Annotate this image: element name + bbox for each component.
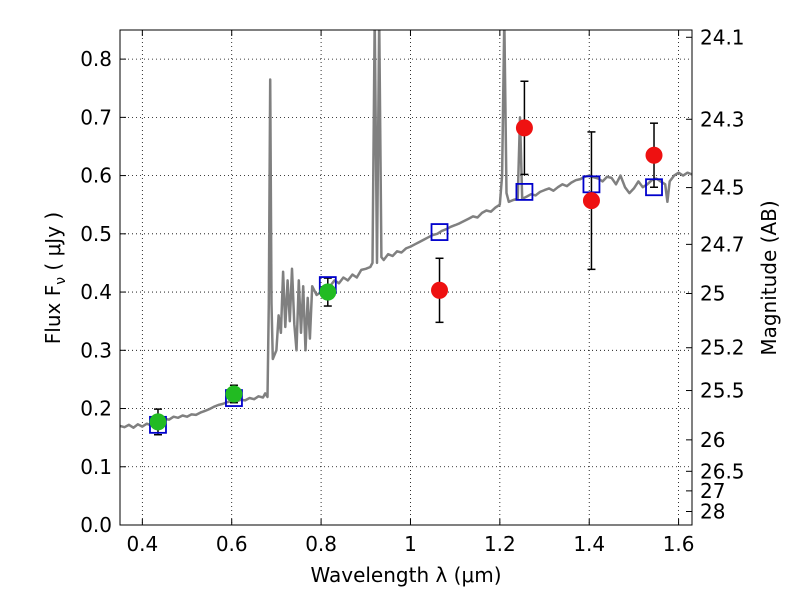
y-axis-label: Flux Fν ( μJy )	[41, 212, 69, 344]
plot-area	[120, 30, 692, 436]
right-tick-label: 24.7	[700, 232, 745, 256]
observed-optical-point	[149, 413, 167, 431]
x-tick-label: 1	[404, 532, 417, 556]
observed-nir-point	[431, 281, 449, 299]
right-tick-label: 26.5	[700, 459, 745, 483]
right-tick-label: 28	[700, 499, 725, 523]
right-axis-label: Magnitude (AB)	[757, 200, 781, 355]
right-tick-label: 24.5	[700, 176, 745, 200]
y-tick-label: 0.8	[80, 47, 112, 71]
y-tick-label: 0.2	[80, 397, 112, 421]
right-tick-label: 25.2	[700, 336, 745, 360]
y-tick-label: 0.3	[80, 338, 112, 362]
y-axis-label-unit: ( μJy )	[41, 212, 65, 277]
y-tick-label: 0.0	[80, 513, 112, 537]
right-tick-label: 25	[700, 282, 725, 306]
model-photometry-box	[430, 223, 449, 241]
model-photometry-box	[645, 178, 663, 197]
x-tick-label: 0.6	[216, 532, 248, 556]
ticks: 0.4 0.6 0.8 1 1.2 1.4 1.6 0.0 0.1 0.2 0.3 0.4 0.5 0.6…	[80, 25, 744, 556]
y-axis-label-main: Flux F	[41, 285, 65, 344]
right-tick-label: 25.5	[700, 379, 745, 403]
y-axis-label-subscript: ν	[53, 277, 69, 285]
y-tick-label: 0.6	[80, 164, 112, 188]
right-tick-label: 24.1	[700, 25, 745, 49]
x-tick-label: 1.6	[663, 532, 695, 556]
x-axis-label: Wavelength λ (μm)	[310, 563, 501, 587]
observed-optical-point	[319, 283, 337, 301]
y-tick-label: 0.4	[80, 280, 112, 304]
model-photometry-box	[515, 182, 534, 201]
y-tick-label: 0.7	[80, 105, 112, 129]
y-tick-label: 0.1	[80, 455, 112, 479]
right-tick-label: 26	[700, 428, 725, 452]
y-tick-label: 0.5	[80, 222, 112, 246]
x-tick-label: 0.8	[305, 532, 337, 556]
observed-optical-point	[225, 385, 243, 403]
right-tick-label: 24.3	[700, 107, 745, 131]
x-tick-label: 1.2	[484, 532, 516, 556]
observed-nir-point	[582, 192, 600, 210]
right-tick-label: 27	[700, 479, 725, 503]
x-tick-label: 1.4	[573, 532, 605, 556]
observed-nir-point	[515, 119, 533, 137]
x-tick-label: 0.4	[126, 532, 158, 556]
observed-nir-point	[645, 146, 663, 164]
plot-frame	[119, 29, 693, 526]
